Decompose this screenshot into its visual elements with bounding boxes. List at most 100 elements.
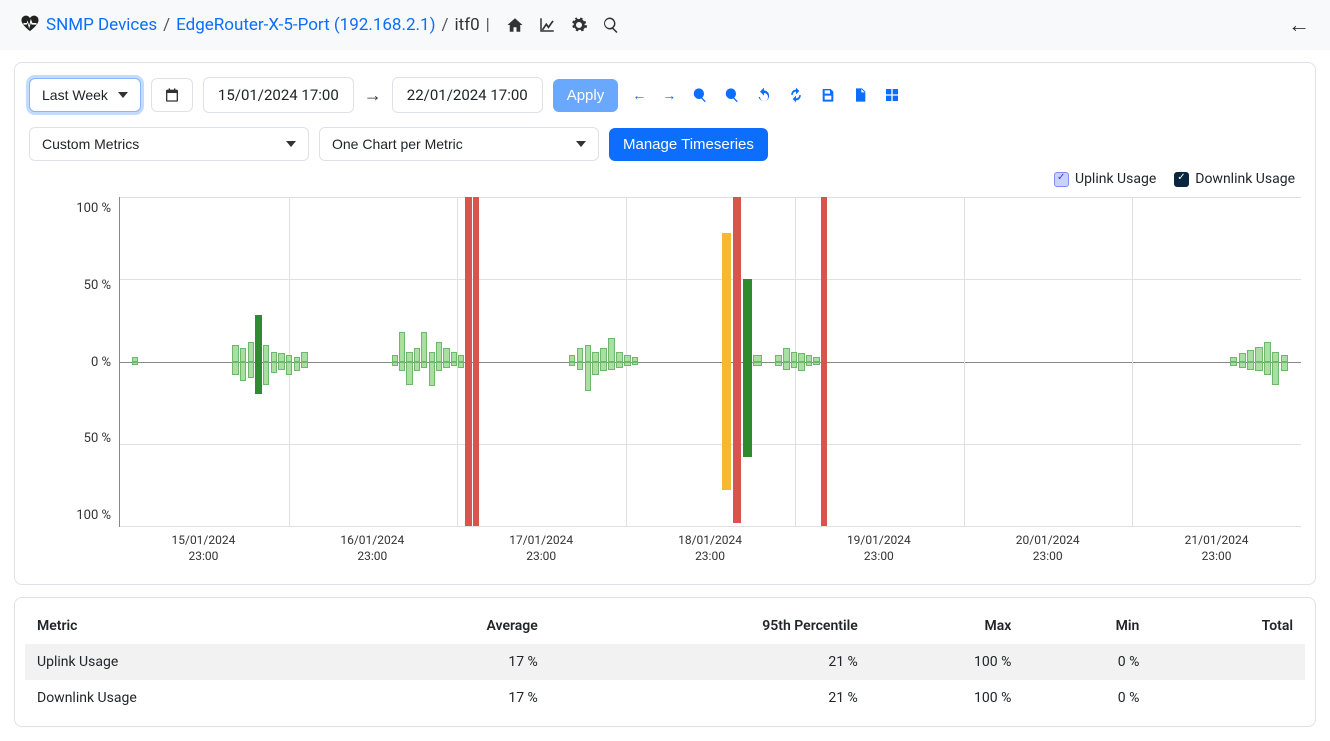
y-tick-label: 50 % [84, 431, 111, 446]
zoom-out-icon[interactable] [724, 87, 740, 103]
y-tick-label: 100 % [76, 201, 111, 216]
pan-left-icon[interactable]: ← [632, 87, 646, 104]
legend-uplink-label: Uplink Usage [1075, 171, 1156, 187]
metrics-select[interactable]: Custom Metrics [29, 127, 309, 161]
bar-up [733, 197, 742, 362]
breadcrumb-root-link[interactable]: SNMP Devices [46, 15, 157, 35]
back-arrow-icon[interactable]: ← [1288, 12, 1310, 38]
bar-up [458, 355, 464, 362]
bar-up [600, 348, 607, 361]
bar-up [465, 197, 471, 362]
bar-up [722, 233, 731, 361]
bar-down [286, 362, 293, 375]
bar-down [255, 362, 262, 395]
pan-right-icon[interactable]: → [662, 87, 676, 104]
bar-down [278, 362, 285, 370]
bar-down [775, 362, 781, 367]
bar-down [753, 362, 762, 367]
bar-up [798, 353, 804, 361]
bar-up [406, 352, 412, 362]
range-preset-select[interactable]: Last Week [29, 78, 141, 112]
grid-line-v [964, 197, 965, 526]
bar-down [399, 362, 405, 372]
x-tick-label: 21/01/202423:00 [1132, 527, 1301, 564]
bar-down [813, 362, 819, 365]
bar-up [301, 352, 308, 362]
table-header: Metric [25, 608, 358, 644]
save-icon[interactable] [820, 87, 836, 103]
bar-down [783, 362, 789, 370]
chart-icon[interactable] [538, 16, 556, 34]
legend-downlink[interactable]: Downlink Usage [1174, 171, 1295, 187]
bar-down [414, 362, 420, 372]
zoom-in-icon[interactable] [692, 87, 708, 103]
date-to-display[interactable]: 22/01/2024 17:00 [392, 77, 543, 113]
magnify-icon[interactable] [602, 16, 620, 34]
apply-button[interactable]: Apply [553, 79, 619, 112]
breadcrumb-sep: / [441, 15, 448, 35]
bar-down [1255, 362, 1262, 372]
grid-line-h [120, 526, 1301, 527]
time-toolbar: Last Week 15/01/2024 17:00 → 22/01/2024 … [29, 77, 1301, 113]
bar-down [1281, 362, 1288, 372]
bar-down [624, 362, 631, 367]
y-axis: 100 %50 %0 %50 %100 % [29, 197, 119, 527]
y-tick-label: 100 % [76, 508, 111, 523]
bar-up [421, 332, 427, 362]
bar-up [414, 348, 420, 361]
home-icon[interactable] [506, 16, 524, 34]
manage-timeseries-button[interactable]: Manage Timeseries [609, 128, 768, 161]
breadcrumb: SNMP Devices / EdgeRouter-X-5-Port (192.… [20, 14, 620, 37]
table-header: Total [1151, 608, 1305, 644]
bar-up [1239, 353, 1246, 361]
bar-up [232, 345, 239, 361]
bar-up [616, 352, 623, 362]
refresh-icon[interactable] [788, 87, 804, 103]
bar-up [783, 348, 789, 361]
bar-up [775, 355, 781, 362]
legend-uplink[interactable]: Uplink Usage [1054, 171, 1156, 187]
breadcrumb-device-link[interactable]: EdgeRouter-X-5-Port (192.168.2.1) [176, 15, 435, 35]
chart-plot[interactable] [119, 197, 1301, 527]
gear-icon[interactable] [570, 16, 588, 34]
table-cell [1151, 644, 1305, 680]
undo-icon[interactable] [756, 87, 772, 103]
bar-down [585, 362, 592, 392]
bar-up [585, 345, 592, 361]
bar-up [1272, 352, 1279, 362]
grid-icon[interactable] [884, 87, 900, 103]
grid-line-h [120, 279, 1301, 280]
table-cell: 0 % [1023, 644, 1151, 680]
checkbox-icon [1054, 172, 1069, 187]
calendar-button[interactable] [151, 78, 193, 112]
bar-down [791, 362, 797, 369]
bar-up [263, 345, 270, 361]
grid-line-h [120, 444, 1301, 445]
table-cell: 100 % [870, 644, 1024, 680]
bar-down [592, 362, 599, 375]
bar-down [429, 362, 435, 387]
chart-mode-select[interactable]: One Chart per Metric [319, 127, 599, 161]
export-image-icon[interactable] [852, 87, 868, 103]
x-axis: 15/01/202423:0016/01/202423:0017/01/2024… [119, 527, 1301, 564]
x-tick-label: 17/01/202423:00 [457, 527, 626, 564]
date-from-display[interactable]: 15/01/2024 17:00 [203, 77, 354, 113]
bar-up [569, 355, 576, 362]
x-tick-label: 16/01/202423:00 [288, 527, 457, 564]
bar-down [301, 362, 308, 369]
metric-toolbar: Custom Metrics One Chart per Metric Mana… [29, 127, 1301, 161]
bar-up [806, 355, 812, 362]
bar-up [577, 348, 584, 361]
checkbox-icon [1174, 172, 1189, 187]
bar-down [248, 362, 255, 378]
chart-legend: Uplink Usage Downlink Usage [29, 161, 1301, 187]
bar-down [465, 362, 471, 527]
bar-down [240, 362, 247, 382]
bar-down [743, 362, 752, 457]
bar-down [733, 362, 742, 523]
bar-up [451, 352, 457, 362]
page-header: SNMP Devices / EdgeRouter-X-5-Port (192.… [0, 0, 1330, 50]
bar-up [753, 355, 762, 362]
bar-down [577, 362, 584, 370]
bar-down [294, 362, 301, 372]
